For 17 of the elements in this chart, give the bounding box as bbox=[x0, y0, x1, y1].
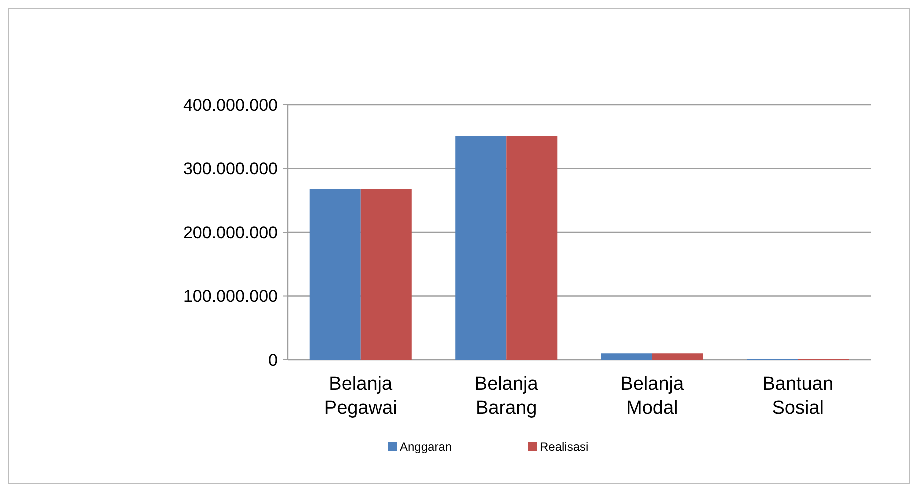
x-tick-label: Belanja Modal bbox=[620, 374, 684, 419]
y-tick-label: 200.000.000 bbox=[183, 223, 278, 242]
bar bbox=[601, 354, 652, 360]
y-tick-label: 300.000.000 bbox=[183, 160, 278, 179]
x-tick-label: Bantuan Sosial bbox=[762, 374, 834, 419]
y-tick-label: 0 bbox=[268, 350, 278, 370]
legend-label: Anggaran bbox=[400, 440, 452, 454]
bar bbox=[456, 136, 507, 360]
legend-label: Realisasi bbox=[540, 440, 589, 454]
bar bbox=[652, 354, 704, 360]
bar bbox=[360, 189, 412, 360]
x-tick-label: Belanja Pegawai bbox=[324, 374, 398, 419]
x-tick-label: Belanja Barang bbox=[474, 374, 539, 419]
bar bbox=[310, 189, 361, 360]
bar bbox=[506, 136, 558, 360]
y-tick-label: 100.000.000 bbox=[183, 287, 278, 306]
y-tick-label: 400.000.000 bbox=[183, 96, 278, 115]
